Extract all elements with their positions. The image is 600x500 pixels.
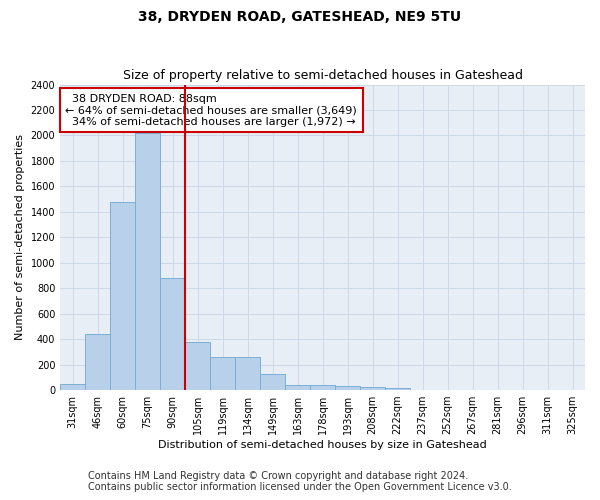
Text: 38 DRYDEN ROAD: 88sqm
← 64% of semi-detached houses are smaller (3,649)
  34% of: 38 DRYDEN ROAD: 88sqm ← 64% of semi-deta… xyxy=(65,94,357,127)
Bar xyxy=(185,342,210,390)
Bar xyxy=(310,385,335,390)
Text: 38, DRYDEN ROAD, GATESHEAD, NE9 5TU: 38, DRYDEN ROAD, GATESHEAD, NE9 5TU xyxy=(139,10,461,24)
Bar xyxy=(360,387,385,390)
Bar xyxy=(285,385,310,390)
Bar xyxy=(85,334,110,390)
Bar xyxy=(135,133,160,390)
Bar xyxy=(235,357,260,390)
X-axis label: Distribution of semi-detached houses by size in Gateshead: Distribution of semi-detached houses by … xyxy=(158,440,487,450)
Bar xyxy=(385,388,410,390)
Bar xyxy=(60,384,85,390)
Bar xyxy=(110,202,135,390)
Text: Contains HM Land Registry data © Crown copyright and database right 2024.
Contai: Contains HM Land Registry data © Crown c… xyxy=(88,471,512,492)
Bar xyxy=(210,357,235,390)
Y-axis label: Number of semi-detached properties: Number of semi-detached properties xyxy=(15,134,25,340)
Bar xyxy=(160,278,185,390)
Bar xyxy=(335,386,360,390)
Title: Size of property relative to semi-detached houses in Gateshead: Size of property relative to semi-detach… xyxy=(122,69,523,82)
Bar xyxy=(260,374,285,390)
